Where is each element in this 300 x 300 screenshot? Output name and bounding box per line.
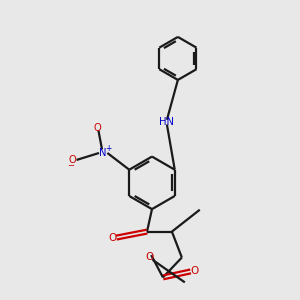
Text: O: O — [191, 266, 199, 276]
Text: O: O — [146, 253, 154, 262]
Text: O: O — [93, 123, 101, 133]
Text: HN: HN — [159, 117, 174, 127]
Text: +: + — [105, 144, 112, 153]
Text: O: O — [68, 155, 76, 165]
Text: O: O — [108, 232, 116, 243]
Text: N: N — [100, 148, 107, 158]
Text: −: − — [68, 161, 74, 170]
